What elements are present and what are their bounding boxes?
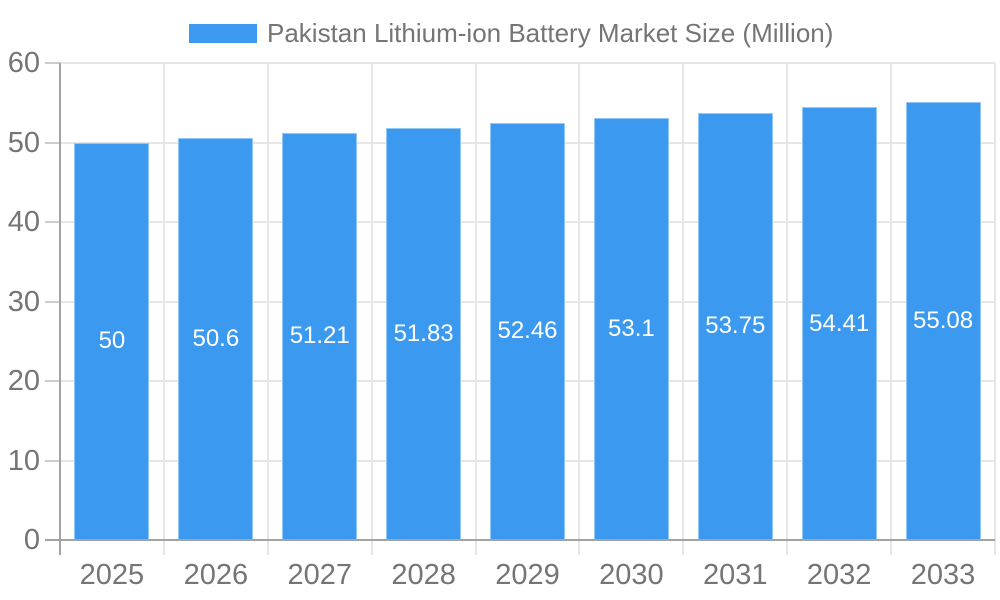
y-axis-tick: [45, 380, 60, 382]
gridline-vertical: [266, 63, 269, 555]
bar[interactable]: [593, 117, 669, 540]
y-axis-label: 50: [7, 126, 40, 159]
x-axis-label: 2029: [495, 559, 560, 591]
y-axis-label: 60: [7, 47, 40, 79]
bar[interactable]: [905, 102, 981, 540]
y-axis-tick: [45, 62, 60, 64]
x-axis-label: 2026: [183, 559, 249, 591]
bar[interactable]: [282, 132, 358, 540]
gridline-vertical: [890, 63, 893, 555]
x-axis-label: 2030: [599, 559, 664, 591]
bar-value-label: 55.08: [913, 307, 974, 335]
y-axis-tick: [45, 300, 60, 303]
y-axis-label: 10: [7, 444, 40, 477]
x-axis-label: 2032: [806, 559, 872, 591]
gridline-vertical: [682, 63, 685, 555]
x-axis-baseline: [45, 539, 995, 541]
bar-value-label: 51.21: [289, 322, 350, 350]
gridline-vertical: [994, 63, 996, 555]
bar-value-label: 51.83: [393, 319, 454, 347]
y-axis-label: 30: [7, 285, 40, 318]
y-axis-label: 20: [7, 365, 40, 397]
y-axis-tick: [45, 141, 60, 144]
gridline-horizontal: [45, 62, 995, 64]
bar[interactable]: [490, 122, 565, 540]
x-axis-label: 2028: [391, 559, 456, 591]
x-axis-label: 2033: [910, 559, 976, 591]
y-axis-tick: [45, 459, 60, 462]
bar-value-label: 50.6: [192, 324, 240, 352]
bar-value-label: 50: [98, 327, 126, 355]
y-axis-label: 0: [23, 524, 40, 556]
gridline-vertical: [162, 63, 165, 555]
gridline-vertical: [370, 63, 373, 555]
y-axis-tick: [45, 221, 60, 223]
bar-value-label: 52.46: [497, 317, 558, 345]
chart-title: Pakistan Lithium-ion Battery Market Size…: [267, 18, 834, 48]
x-axis-label: 2027: [287, 559, 352, 591]
bar[interactable]: [386, 127, 462, 540]
chart-legend: Pakistan Lithium-ion Battery Market Size…: [189, 13, 833, 53]
gridline-vertical: [578, 63, 581, 555]
legend-swatch: [189, 23, 257, 43]
y-axis-label: 40: [7, 206, 40, 238]
bar[interactable]: [801, 107, 877, 540]
bar-value-label: 54.41: [809, 309, 870, 337]
y-axis-line: [59, 63, 61, 555]
bar[interactable]: [697, 112, 773, 540]
bar[interactable]: [178, 137, 254, 540]
bar-value-label: 53.1: [608, 314, 655, 342]
x-axis-label: 2025: [79, 559, 145, 591]
gridline-vertical: [786, 63, 789, 555]
gridline-vertical: [474, 63, 477, 555]
x-axis-label: 2031: [703, 559, 768, 591]
bar-value-label: 53.75: [705, 312, 766, 340]
